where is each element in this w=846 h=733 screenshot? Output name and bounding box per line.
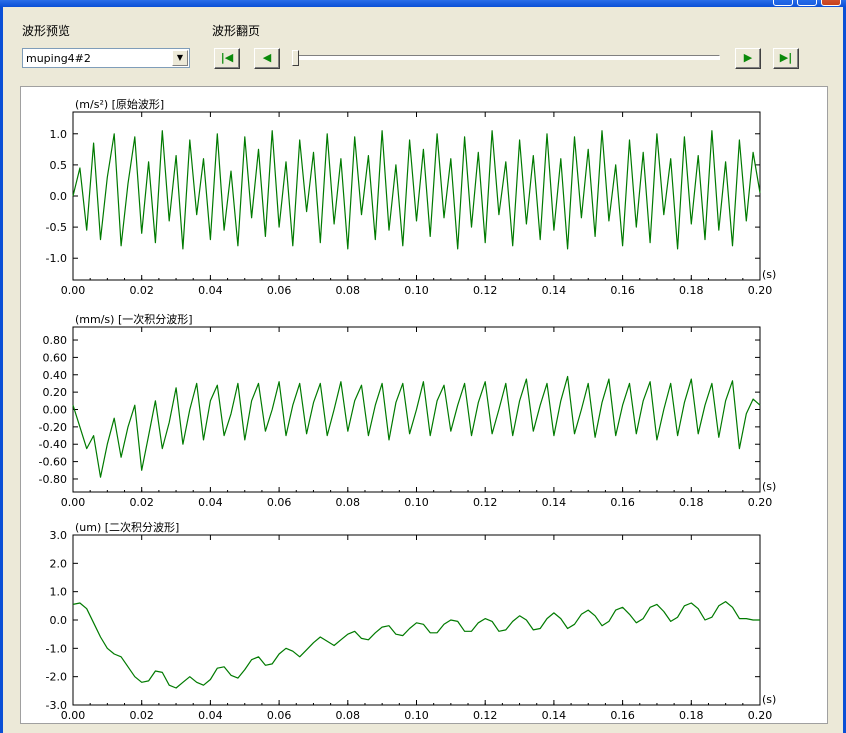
y-tick-label-2-2: 1.0 [50,586,68,599]
x-tick-label-2-8: 0.16 [610,709,635,722]
page-label: 波形翻页 [212,24,261,38]
next-page-button[interactable]: ▶ [735,48,761,69]
x-tick-label-1-2: 0.04 [198,496,223,509]
chart-title-1: (mm/s) [一次积分波形] [75,312,193,326]
y-tick-label-0-1: 0.5 [50,159,68,172]
x-unit-1: (s) [762,480,776,493]
x-tick-label-1-1: 0.02 [129,496,154,509]
y-tick-label-1-4: 0.00 [43,404,68,417]
x-tick-label-0-8: 0.16 [610,284,635,297]
x-tick-label-2-6: 0.12 [473,709,498,722]
chart-title-2: (um) [二次积分波形] [75,520,179,534]
x-unit-2: (s) [762,693,776,706]
waveform-select[interactable]: muping4#2 ▼ [22,48,190,68]
x-tick-label-2-10: 0.20 [748,709,773,722]
waveform-select-value: muping4#2 [26,52,91,65]
x-tick-label-0-0: 0.00 [61,284,86,297]
y-tick-label-1-0: 0.80 [43,334,68,347]
series-line-1-0 [72,375,761,478]
maximize-button[interactable] [797,0,817,6]
y-tick-label-1-7: -0.60 [39,456,67,469]
x-tick-label-1-3: 0.06 [267,496,292,509]
x-tick-label-1-5: 0.10 [404,496,429,509]
chart-title-0: (m/s²) [原始波形] [75,97,164,111]
x-tick-label-1-6: 0.12 [473,496,498,509]
chevron-down-icon[interactable]: ▼ [172,50,188,66]
y-tick-label-1-3: 0.20 [43,386,68,399]
skip-first-icon: |◀ [220,51,234,64]
first-page-button[interactable]: |◀ [214,48,240,69]
title-bar [0,0,846,7]
page-slider-track[interactable] [292,55,720,60]
x-tick-label-2-1: 0.02 [129,709,154,722]
y-tick-label-1-2: 0.40 [43,369,68,382]
page-slider-thumb[interactable] [292,50,299,66]
x-tick-label-0-7: 0.14 [542,284,567,297]
x-tick-label-1-10: 0.20 [748,496,773,509]
y-tick-label-1-1: 0.60 [43,351,68,364]
series-line-2-0 [72,600,760,689]
waveform-panel: (m/s²) [原始波形] 0.00 0.02 0.04 0.06 0.08 0.10 0.1… [20,86,828,724]
x-tick-label-1-9: 0.18 [679,496,704,509]
x-tick-label-0-1: 0.02 [129,284,154,297]
close-button[interactable] [821,0,841,6]
x-tick-label-0-9: 0.18 [679,284,704,297]
x-tick-label-2-5: 0.10 [404,709,429,722]
y-tick-label-1-5: -0.20 [39,421,67,434]
x-tick-label-2-7: 0.14 [542,709,567,722]
y-tick-label-2-1: 2.0 [50,557,68,570]
y-tick-label-1-8: -0.80 [39,473,67,486]
x-tick-label-1-0: 0.00 [61,496,86,509]
x-tick-label-0-5: 0.10 [404,284,429,297]
step-back-icon: ◀ [262,51,272,64]
y-tick-label-1-6: -0.40 [39,438,67,451]
x-tick-label-2-4: 0.08 [336,709,361,722]
y-tick-label-2-5: -2.0 [46,671,67,684]
series-line-0-0 [72,130,761,250]
x-unit-0: (s) [762,268,776,281]
x-tick-label-1-7: 0.14 [542,496,567,509]
y-tick-label-2-4: -1.0 [46,642,67,655]
x-tick-label-1-8: 0.16 [610,496,635,509]
last-page-button[interactable]: ▶| [773,48,799,69]
y-tick-label-0-4: -1.0 [46,252,67,265]
plot-frame-2 [72,534,761,706]
x-tick-label-2-3: 0.06 [267,709,292,722]
y-tick-label-0-0: 1.0 [50,128,68,141]
x-tick-label-0-10: 0.20 [748,284,773,297]
x-tick-label-1-4: 0.08 [336,496,361,509]
skip-last-icon: ▶| [779,51,793,64]
step-forward-icon: ▶ [743,51,753,64]
x-tick-label-2-9: 0.18 [679,709,704,722]
y-tick-label-0-2: 0.0 [50,190,68,203]
x-tick-label-0-6: 0.12 [473,284,498,297]
y-tick-label-2-0: 3.0 [50,529,68,542]
minimize-button[interactable] [773,0,793,6]
x-tick-label-0-4: 0.08 [336,284,361,297]
window-frame [0,7,846,733]
y-tick-label-0-3: -0.5 [46,221,67,234]
waveform-charts: (m/s²) [原始波形] 0.00 0.02 0.04 0.06 0.08 0.10 0.1… [39,97,777,722]
x-tick-label-0-3: 0.06 [267,284,292,297]
prev-page-button[interactable]: ◀ [254,48,280,69]
y-tick-label-2-6: -3.0 [46,699,67,712]
y-tick-label-2-3: 0.0 [50,614,68,627]
x-tick-label-0-2: 0.04 [198,284,223,297]
preview-label: 波形预览 [22,24,71,38]
x-tick-label-2-2: 0.04 [198,709,223,722]
x-tick-label-2-0: 0.00 [61,709,86,722]
